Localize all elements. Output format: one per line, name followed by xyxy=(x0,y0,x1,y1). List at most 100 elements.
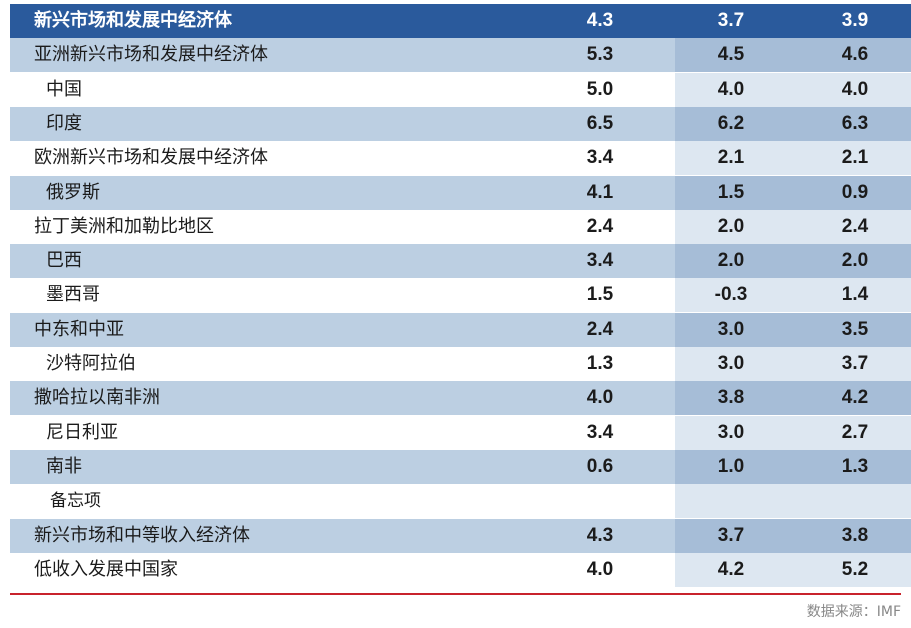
row-label: 亚洲新兴市场和发展中经济体 xyxy=(34,44,268,66)
row-value: 2.4 xyxy=(586,318,614,340)
row-value: 2.4 xyxy=(841,215,869,237)
column-highlight xyxy=(675,484,911,519)
row-value: 1.0 xyxy=(717,455,745,477)
row-label: 印度 xyxy=(46,112,82,134)
row-value: 5.2 xyxy=(841,558,869,580)
row-label: 中东和中亚 xyxy=(34,318,124,340)
column-highlight xyxy=(675,312,911,347)
row-value: 3.4 xyxy=(586,421,614,443)
row-value: 6.2 xyxy=(717,112,745,134)
footer-divider xyxy=(10,593,901,595)
row-value: 1.5 xyxy=(586,284,614,306)
table-row: 欧洲新兴市场和发展中经济体 3.4 2.1 2.1 xyxy=(10,141,911,176)
column-highlight xyxy=(675,381,911,416)
row-value: 4.3 xyxy=(586,10,614,31)
row-value: 3.7 xyxy=(841,353,869,374)
row-value: 4.5 xyxy=(717,44,745,66)
row-value: 2.1 xyxy=(717,147,745,169)
column-highlight xyxy=(675,244,911,279)
row-value: 6.5 xyxy=(586,112,614,134)
row-value: -0.3 xyxy=(714,284,748,306)
row-label: 备忘项 xyxy=(50,491,101,512)
table-row: 中国 5.0 4.0 4.0 xyxy=(10,72,911,107)
column-highlight xyxy=(675,106,911,141)
row-value xyxy=(805,484,905,518)
row-value: 3.8 xyxy=(841,524,869,546)
row-value: 3.7 xyxy=(717,10,745,31)
row-label: 俄罗斯 xyxy=(46,181,100,203)
column-highlight xyxy=(675,141,911,176)
row-value: 4.0 xyxy=(586,558,614,580)
row-label: 尼日利亚 xyxy=(46,421,118,443)
row-label: 墨西哥 xyxy=(46,284,100,306)
table-row: 新兴市场和中等收入经济体 4.3 3.7 3.8 xyxy=(10,518,911,553)
column-highlight xyxy=(675,449,911,484)
column-highlight xyxy=(675,552,911,587)
row-value: 4.3 xyxy=(586,524,614,546)
table-row: 亚洲新兴市场和发展中经济体 5.3 4.5 4.6 xyxy=(10,38,911,73)
row-value: 2.0 xyxy=(717,215,745,237)
column-highlight xyxy=(675,518,911,553)
row-value: 3.7 xyxy=(717,524,745,546)
table-row: 低收入发展中国家 4.0 4.2 5.2 xyxy=(10,552,911,587)
row-value: 5.0 xyxy=(586,78,614,100)
row-value: 3.8 xyxy=(717,387,745,409)
table-row: 尼日利亚 3.4 3.0 2.7 xyxy=(10,415,911,450)
row-value: 2.1 xyxy=(841,147,869,169)
row-label: 新兴市场和中等收入经济体 xyxy=(34,524,250,546)
row-value: 3.0 xyxy=(717,421,745,443)
table-row: 沙特阿拉伯 1.3 3.0 3.7 xyxy=(10,347,911,381)
row-value: 2.4 xyxy=(586,215,614,237)
row-value: 4.0 xyxy=(717,78,745,100)
row-value: 4.6 xyxy=(841,44,869,66)
source-note: 数据来源：IMF xyxy=(806,604,901,620)
row-value: 2.7 xyxy=(841,421,869,443)
column-highlight xyxy=(675,38,911,73)
column-highlight xyxy=(675,209,911,244)
row-value: 2.0 xyxy=(717,250,745,272)
row-value: 2.0 xyxy=(841,250,869,272)
row-value xyxy=(681,484,781,518)
column-highlight xyxy=(675,72,911,107)
row-value: 5.3 xyxy=(586,44,614,66)
row-value: 3.4 xyxy=(586,250,614,272)
table-row: 印度 6.5 6.2 6.3 xyxy=(10,106,911,141)
row-value: 3.4 xyxy=(586,147,614,169)
column-highlight xyxy=(675,4,911,38)
row-value: 3.0 xyxy=(717,353,745,374)
row-value: 4.1 xyxy=(586,181,614,203)
row-value: 1.3 xyxy=(586,353,614,374)
row-value: 0.9 xyxy=(841,181,869,203)
table-row: 拉丁美洲和加勒比地区 2.4 2.0 2.4 xyxy=(10,209,911,244)
row-value: 3.9 xyxy=(841,10,869,31)
row-value: 0.6 xyxy=(586,455,614,477)
row-value: 4.0 xyxy=(841,78,869,100)
row-value: 1.3 xyxy=(841,455,869,477)
table-row: 撒哈拉以南非洲 4.0 3.8 4.2 xyxy=(10,381,911,416)
row-value: 1.4 xyxy=(841,284,869,306)
row-value: 4.2 xyxy=(841,387,869,409)
table-row: 俄罗斯 4.1 1.5 0.9 xyxy=(10,175,911,210)
row-value: 3.0 xyxy=(717,318,745,340)
row-label: 沙特阿拉伯 xyxy=(46,353,136,374)
row-label: 南非 xyxy=(46,455,82,477)
table-row: 墨西哥 1.5 -0.3 1.4 xyxy=(10,278,911,313)
table-row: 新兴市场和发展中经济体 4.3 3.7 3.9 xyxy=(10,4,911,38)
table-row: 巴西 3.4 2.0 2.0 xyxy=(10,244,911,279)
row-label: 巴西 xyxy=(46,250,82,272)
row-value: 1.5 xyxy=(717,181,745,203)
column-highlight xyxy=(675,415,911,450)
row-value xyxy=(550,484,650,518)
row-value: 4.2 xyxy=(717,558,745,580)
row-label: 撒哈拉以南非洲 xyxy=(34,387,160,409)
row-label: 欧洲新兴市场和发展中经济体 xyxy=(34,147,268,169)
row-label: 拉丁美洲和加勒比地区 xyxy=(34,215,214,237)
row-value: 4.0 xyxy=(586,387,614,409)
row-label: 低收入发展中国家 xyxy=(34,558,178,580)
row-label: 新兴市场和发展中经济体 xyxy=(34,10,232,31)
column-highlight xyxy=(675,347,911,381)
row-label: 中国 xyxy=(46,78,82,100)
table-row: 中东和中亚 2.4 3.0 3.5 xyxy=(10,312,911,347)
column-highlight xyxy=(675,278,911,313)
